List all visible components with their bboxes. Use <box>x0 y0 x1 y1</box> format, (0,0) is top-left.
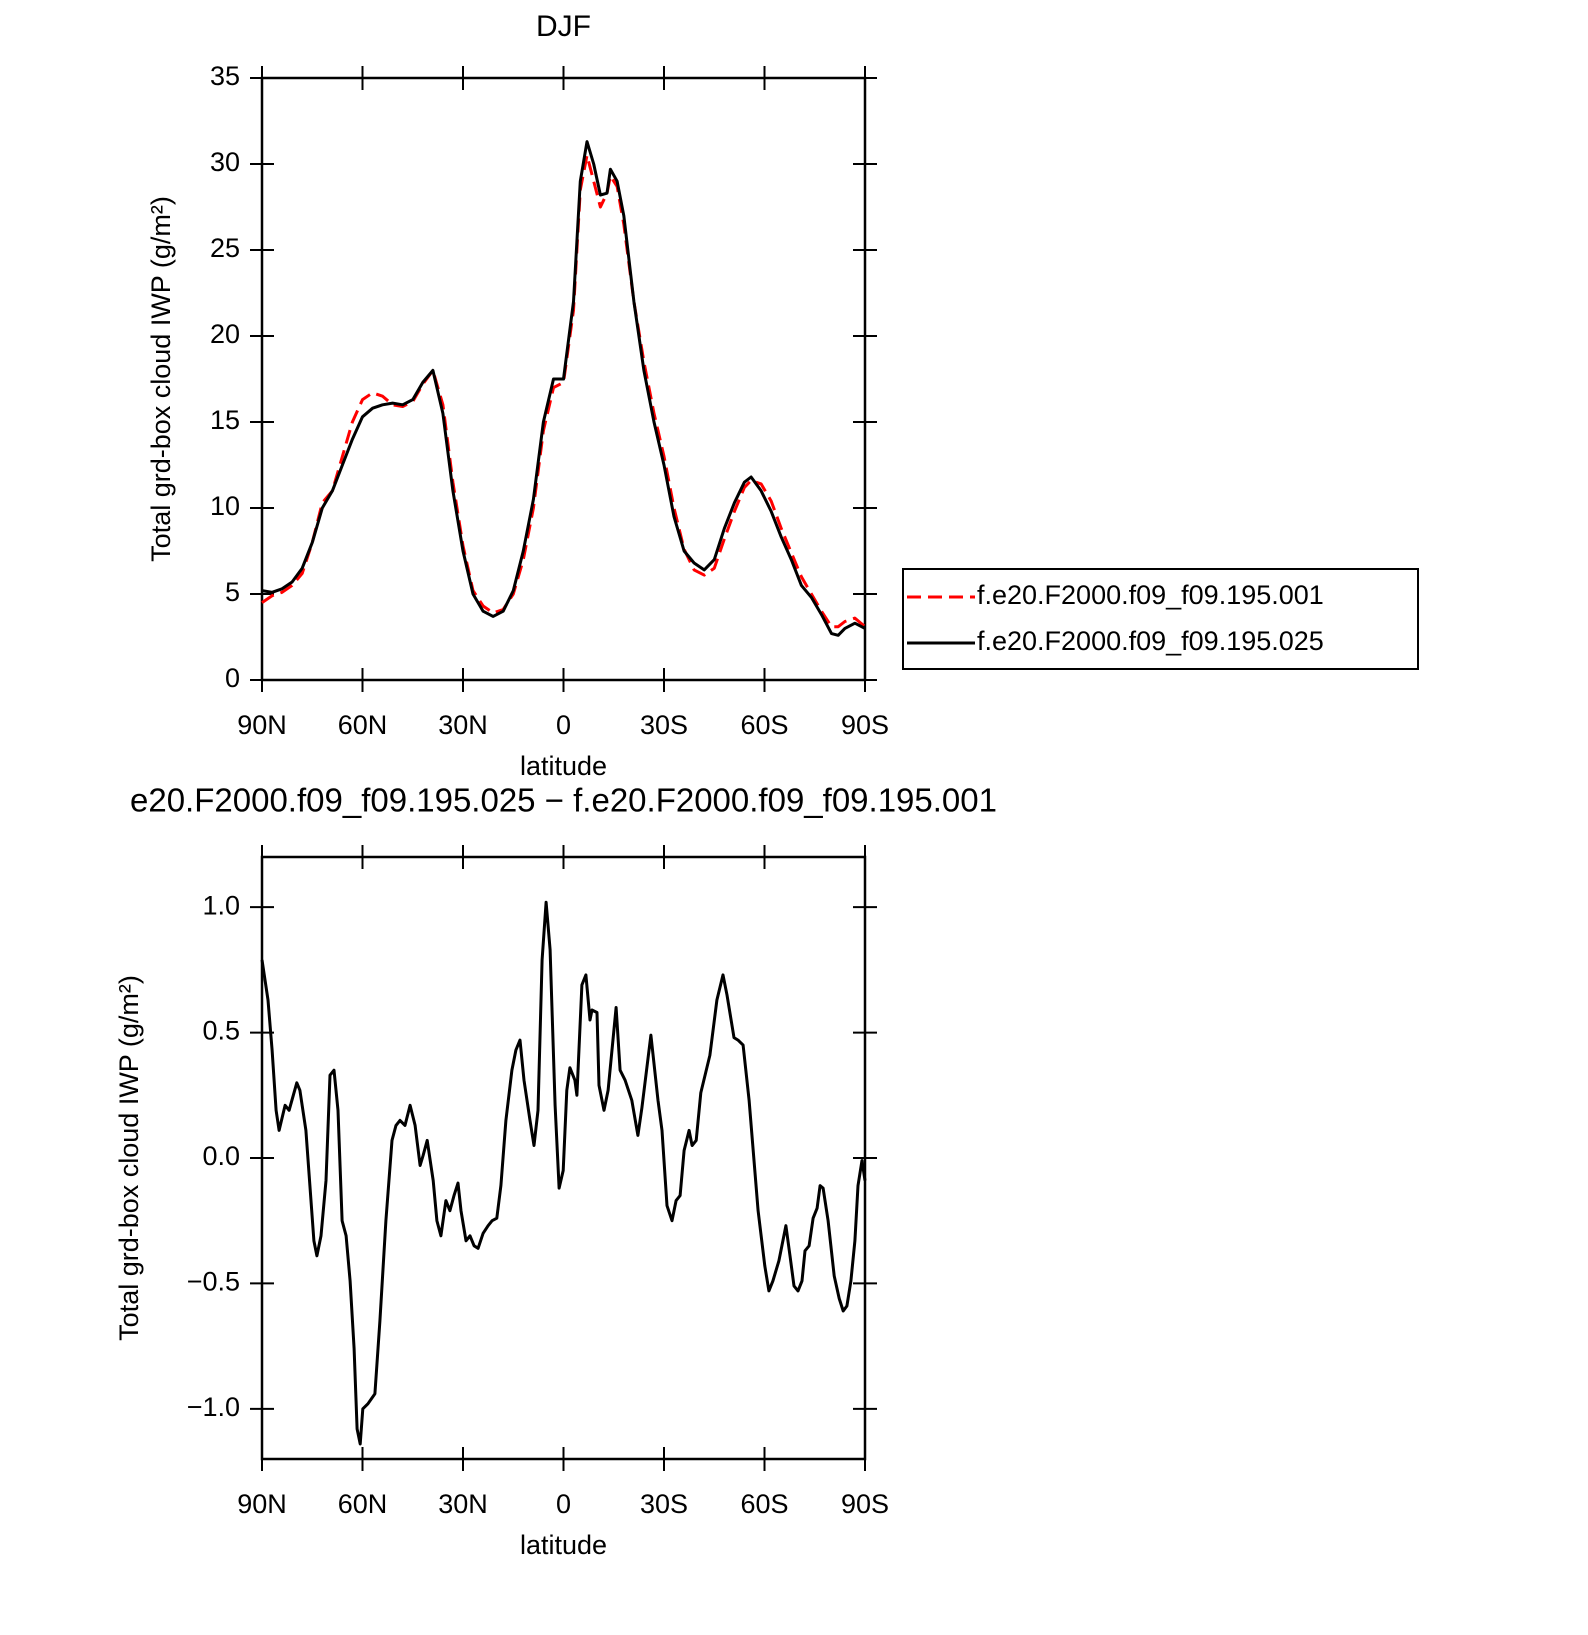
series-line <box>260 900 867 1446</box>
y-tick-label: 30 <box>210 147 240 177</box>
x-tick-label: 30S <box>640 1489 688 1519</box>
legend-label: f.e20.F2000.f09_f09.195.001 <box>977 580 1324 610</box>
y-tick-label: −0.5 <box>187 1267 240 1297</box>
y-tick-label: 10 <box>210 491 240 521</box>
y-tick-label: 1.0 <box>202 890 240 920</box>
y-axis-label: Total grd-box cloud IWP (g/m²) <box>114 975 144 1341</box>
y-tick-label: 15 <box>210 405 240 435</box>
x-tick-label: 0 <box>556 1489 571 1519</box>
y-tick-label: 25 <box>210 233 240 263</box>
x-tick-label: 90N <box>237 710 287 740</box>
chart-title: DJF <box>536 10 591 43</box>
x-tick-label: 60S <box>740 710 788 740</box>
y-tick-label: 5 <box>225 577 240 607</box>
x-axis-label: latitude <box>520 751 607 781</box>
y-axis-label: Total grd-box cloud IWP (g/m²) <box>146 196 176 562</box>
x-tick-label: 60S <box>740 1489 788 1519</box>
y-tick-label: 0 <box>225 663 240 693</box>
x-tick-label: 90S <box>841 710 889 740</box>
x-axis-label: latitude <box>520 1530 607 1560</box>
y-tick-label: 20 <box>210 319 240 349</box>
plot-frame <box>260 855 867 1461</box>
y-tick-label: 0.5 <box>202 1016 240 1046</box>
series-line <box>261 140 866 637</box>
legend-box <box>902 568 1419 670</box>
y-tick-label: −1.0 <box>187 1392 240 1422</box>
x-tick-label: 30S <box>640 710 688 740</box>
legend-label: f.e20.F2000.f09_f09.195.025 <box>977 626 1324 656</box>
y-tick-label: 0.0 <box>202 1141 240 1171</box>
x-tick-label: 30N <box>438 1489 488 1519</box>
y-tick-label: 35 <box>210 61 240 91</box>
x-tick-label: 90N <box>237 1489 287 1519</box>
plot-frame <box>260 76 867 682</box>
x-tick-label: 90S <box>841 1489 889 1519</box>
x-tick-label: 60N <box>338 710 388 740</box>
x-tick-label: 60N <box>338 1489 388 1519</box>
chart-title: e20.F2000.f09_f09.195.025 − f.e20.F2000.… <box>130 782 997 819</box>
series-line <box>261 153 866 629</box>
x-tick-label: 0 <box>556 710 571 740</box>
x-tick-label: 30N <box>438 710 488 740</box>
